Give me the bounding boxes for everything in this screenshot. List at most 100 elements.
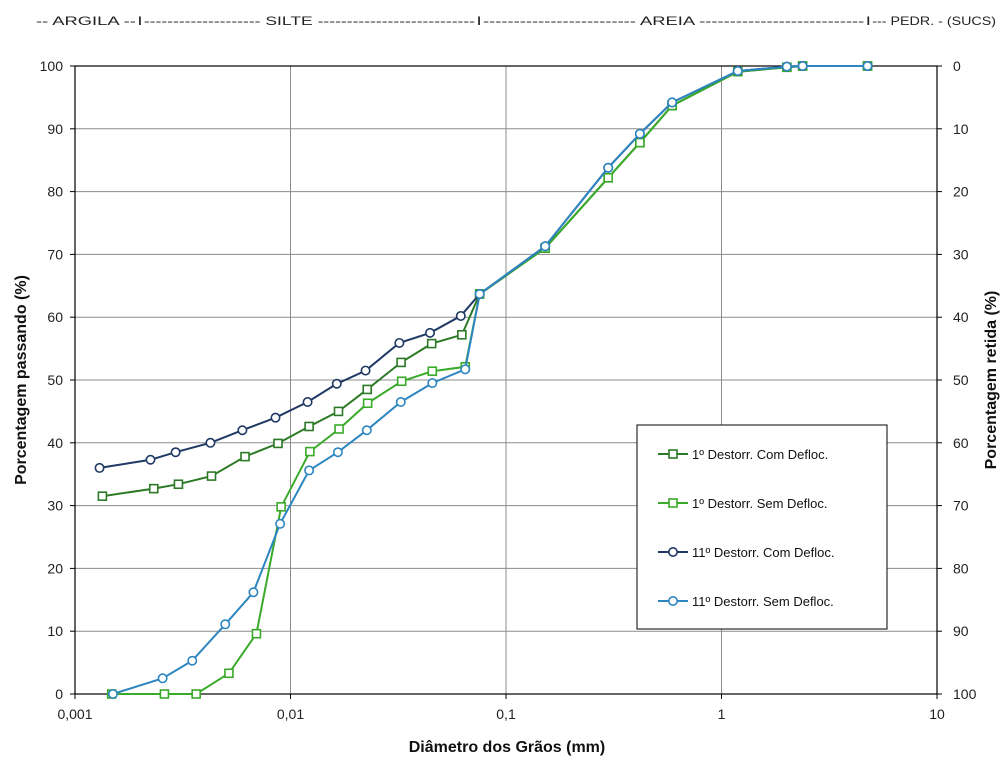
legend-entry: 1º Destorr. Com Defloc. (658, 447, 828, 462)
series-container (94, 60, 873, 699)
y-tick-label: 0 (55, 686, 63, 702)
data-point (334, 424, 344, 434)
scale-divider: I (138, 14, 141, 28)
data-point (159, 689, 170, 699)
series-3 (94, 60, 873, 473)
y-tick-label: 30 (47, 498, 63, 514)
data-point (270, 412, 281, 423)
data-point (220, 619, 231, 630)
y2-tick-label: 90 (953, 623, 969, 639)
y-tick-label: 90 (47, 121, 63, 137)
data-point (331, 378, 342, 389)
data-point (148, 483, 159, 494)
data-point (206, 471, 217, 481)
y2-tick-label: 30 (953, 246, 969, 262)
data-point (396, 376, 407, 387)
data-point (540, 241, 551, 252)
legend-label: 11º Destorr. Com Defloc. (692, 545, 835, 560)
data-point (361, 425, 372, 436)
scale-segment: ------------------------- AREIA --------… (483, 14, 864, 28)
data-point (603, 162, 614, 173)
data-point (305, 446, 315, 457)
legend: 1º Destorr. Com Defloc. 1º Destorr. Sem D… (636, 424, 888, 630)
data-point (781, 61, 792, 72)
data-point (276, 502, 286, 512)
data-point (797, 60, 808, 71)
legend-marker (668, 449, 678, 459)
y-tick-label: 80 (47, 184, 63, 200)
y-tick-label: 50 (47, 372, 63, 388)
data-point (333, 406, 344, 417)
legend-marker (667, 595, 678, 606)
legend-label: 1º Destorr. Com Defloc. (692, 447, 828, 462)
data-point (362, 384, 373, 395)
series-4 (107, 60, 873, 699)
y2-axis-title: Porcentagem retida (%) (983, 291, 1000, 470)
data-point (107, 688, 118, 699)
x-tick-label: 0,01 (277, 706, 304, 722)
scale-divider: I (867, 14, 870, 28)
y2-tick-label: 20 (953, 184, 969, 200)
data-point (304, 421, 314, 432)
data-point (187, 655, 198, 666)
data-point (426, 338, 437, 349)
data-point (275, 518, 286, 529)
scale-divider: I (477, 14, 480, 28)
data-point (273, 438, 283, 449)
legend-entry: 11º Destorr. Com Defloc. (658, 545, 835, 560)
legend-label: 11º Destorr. Sem Defloc. (692, 594, 834, 609)
x-tick-label: 1 (718, 706, 726, 722)
data-point (237, 425, 248, 436)
y-axis-title: Porcentagem passando (%) (13, 275, 30, 485)
x-axis-ticks: 0,001 0,01 0,1 1 10 (57, 694, 945, 722)
y2-tick-label: 100 (953, 686, 977, 702)
series-line (99, 65, 868, 469)
y2-tick-label: 60 (953, 435, 969, 451)
legend-entry: 11º Destorr. Sem Defloc. (658, 594, 834, 609)
y-tick-label: 10 (47, 623, 63, 639)
data-point (425, 327, 436, 338)
data-point (457, 329, 467, 340)
data-point (173, 479, 184, 490)
data-point (395, 396, 406, 407)
data-point (332, 447, 343, 458)
y2-tick-label: 50 (953, 372, 969, 388)
data-point (732, 66, 743, 77)
data-point (145, 454, 156, 465)
legend-entry: 1º Destorr. Sem Defloc. (658, 496, 828, 511)
data-point (427, 378, 438, 389)
x-tick-label: 0,1 (496, 706, 516, 722)
y2-tick-label: 70 (953, 498, 969, 514)
data-point (603, 172, 613, 183)
scale-segment: -------------------- SILTE -------------… (144, 14, 475, 28)
x-axis-title: Diâmetro dos Grãos (mm) (409, 739, 605, 756)
data-point (240, 451, 250, 462)
scale-segment: --- PEDR. - (SUCS) (872, 14, 996, 28)
y-tick-label: 60 (47, 309, 63, 325)
data-point (302, 396, 313, 407)
y2-tick-label: 40 (953, 309, 969, 325)
data-point (862, 60, 873, 71)
data-point (427, 366, 438, 377)
data-point (474, 288, 485, 299)
data-point (248, 587, 259, 598)
data-point (635, 137, 645, 148)
y2-tick-label: 80 (953, 560, 969, 576)
legend-marker (667, 546, 678, 557)
data-point (191, 689, 201, 699)
data-point (94, 462, 105, 473)
grid (75, 66, 937, 694)
scale-segment: -- ARGILA -- (36, 14, 136, 28)
y-axis-ticks: 0 10 20 30 40 50 60 70 80 90 100 (40, 58, 75, 702)
data-point (362, 398, 373, 409)
data-point (205, 437, 216, 448)
legend-label: 1º Destorr. Sem Defloc. (692, 496, 828, 511)
data-point (396, 357, 406, 368)
data-point (97, 491, 108, 501)
data-point (394, 337, 405, 348)
y-tick-label: 100 (40, 58, 64, 74)
y-tick-label: 40 (47, 435, 63, 451)
data-point (224, 668, 234, 679)
